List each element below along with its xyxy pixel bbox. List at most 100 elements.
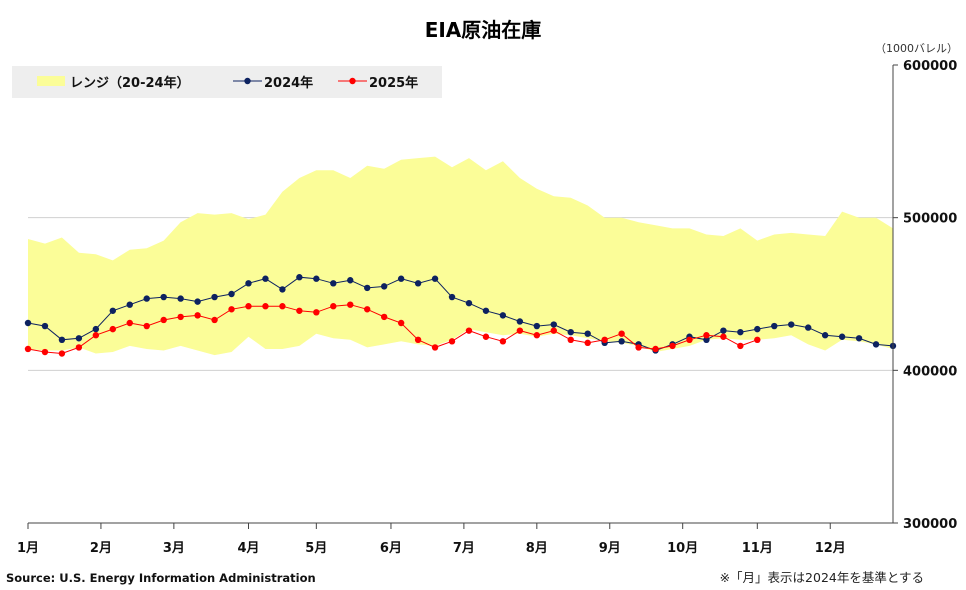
series-2025-point (177, 313, 184, 321)
series-2024-point (754, 325, 761, 333)
series-2024-point (41, 322, 49, 330)
series-2025-point (160, 316, 167, 324)
series-2024-point (75, 335, 83, 342)
series-2024-point (821, 332, 829, 339)
series-2024-point (245, 280, 252, 287)
series-2024-point (160, 293, 167, 301)
series-2025-point (618, 330, 625, 337)
series-2025-point (313, 309, 320, 316)
series-2024-point (109, 307, 117, 314)
series-2025-point (635, 344, 642, 351)
series-2025-point (431, 344, 439, 351)
series-2024-point (482, 307, 490, 314)
series-2025-point (669, 342, 676, 350)
legend-2024-label: 2024年 (264, 75, 313, 91)
series-2025-point (75, 344, 83, 351)
series-2025-point (41, 348, 49, 356)
series-2025-point (143, 322, 150, 330)
series-2025-point (228, 306, 235, 313)
x-tick-label: 1月 (17, 541, 39, 556)
chart-title: EIA原油在庫 (425, 18, 542, 42)
legend-range-swatch (37, 76, 65, 86)
series-2024-point (431, 275, 439, 282)
series-2024-point (872, 341, 880, 348)
series-2025-point (584, 339, 591, 347)
series-2025-point (703, 332, 710, 339)
legend: レンジ（20-24年） 2024年 2025年 (12, 66, 442, 98)
series-2024-point (855, 335, 863, 342)
series-2025-point (245, 303, 252, 310)
series-2024-point (703, 336, 710, 343)
series-2024-point (228, 290, 235, 298)
y-tick-label: 600000 (903, 59, 957, 74)
series-2024-point (177, 295, 184, 302)
series-2024-point (567, 328, 574, 336)
series-2024-point (804, 324, 812, 331)
series-2024-point (618, 338, 625, 345)
series-2024-point (533, 322, 541, 330)
series-2025-point (686, 336, 693, 343)
series-2025-point (92, 332, 100, 339)
series-2024-point (838, 333, 846, 340)
series-2025-point (516, 327, 524, 334)
series-2024-point (126, 301, 133, 308)
series-2025-point (465, 327, 473, 334)
legend-2025-marker (349, 77, 356, 85)
series-2024-point (771, 322, 778, 330)
series-2025-point (364, 306, 371, 313)
legend-range-label: レンジ（20-24年） (70, 75, 190, 91)
series-2025-point (262, 303, 269, 310)
x-tick-label: 7月 (453, 541, 475, 556)
legend-2025-label: 2025年 (369, 75, 418, 91)
series-2025-point (347, 301, 354, 308)
series-2024-point (364, 284, 371, 292)
series-2024-point (737, 328, 744, 336)
x-tick-label: 3月 (163, 541, 185, 556)
series-2024-point (550, 321, 557, 328)
series-2025-point (652, 345, 659, 353)
y-tick-label: 400000 (903, 364, 957, 379)
x-tick-label: 10月 (667, 541, 698, 556)
series-2025-point (58, 350, 66, 357)
x-tick-label: 9月 (599, 541, 621, 556)
source-note: Source: U.S. Energy Information Administ… (6, 571, 316, 585)
series-2025-point (279, 303, 286, 310)
x-tick-label: 8月 (526, 541, 548, 556)
series-2025-point (550, 327, 557, 334)
series-2024-point (788, 321, 795, 328)
legend-2024-marker (244, 77, 251, 85)
series-2025-point (482, 333, 490, 340)
series-2024-point (465, 299, 473, 307)
series-2024-point (58, 336, 66, 343)
series-2024-point (414, 280, 422, 287)
y-axis-unit-label: （1000バレル） (875, 42, 958, 55)
x-tick-label: 4月 (237, 541, 259, 556)
series-2024-point (296, 274, 303, 281)
series-2024-point (330, 280, 337, 287)
series-2025-point (737, 342, 744, 350)
series-2024-point (380, 283, 388, 290)
series-2024-point (347, 277, 354, 284)
x-tick-label: 6月 (380, 541, 402, 556)
series-2025-point (754, 336, 761, 343)
series-2025-point (720, 333, 727, 340)
x-tick-label: 11月 (742, 541, 773, 556)
x-tick-label: 2月 (90, 541, 112, 556)
series-2025-point (414, 336, 422, 343)
series-2024-point (211, 293, 218, 301)
series-2025-point (211, 316, 218, 324)
series-2024-point (143, 295, 150, 302)
series-2024-point (448, 293, 456, 301)
series-2025-point (194, 312, 201, 319)
series-2024-point (516, 318, 524, 325)
series-2025-point (24, 345, 32, 353)
series-2024-point (262, 275, 269, 282)
month-basis-note: ※「月」表示は2024年を基準とする (720, 570, 924, 585)
series-2025-point (330, 303, 337, 310)
series-2024-point (313, 275, 320, 282)
series-2024-point (720, 327, 727, 334)
series-2025-point (397, 319, 405, 327)
legend-background (12, 66, 442, 98)
series-2025-point (533, 332, 541, 339)
